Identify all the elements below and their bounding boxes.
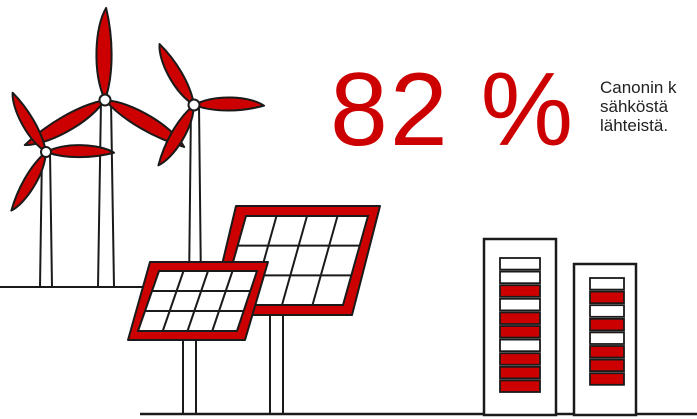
- battery-cell: [589, 304, 625, 318]
- battery-tower-icon: [482, 237, 558, 417]
- battery-cell: [589, 277, 625, 291]
- turbine-blade: [193, 96, 266, 112]
- battery-cell: [499, 297, 541, 312]
- panel-grid-line: [161, 270, 185, 332]
- turbine-blade: [104, 99, 186, 148]
- battery-cell: [499, 270, 541, 285]
- caption-line: sähköstä: [600, 97, 669, 116]
- solar-panel-icon: [127, 261, 269, 414]
- battery-cell: [499, 284, 541, 298]
- turbine-blade: [158, 43, 195, 106]
- battery-cell: [589, 317, 625, 332]
- battery-cell: [589, 331, 625, 345]
- panel-grid-line: [311, 215, 339, 306]
- panel-grid-line: [186, 270, 209, 332]
- turbine-blade: [45, 144, 116, 159]
- battery-cell: [499, 365, 541, 380]
- battery-cell: [499, 325, 541, 339]
- battery-cell: [499, 352, 541, 366]
- statistic-value: 82 %: [330, 52, 576, 168]
- battery-cell: [499, 311, 541, 325]
- battery-cell: [589, 358, 625, 373]
- turbine-blade: [23, 99, 106, 147]
- turbine-blade: [95, 6, 113, 101]
- battery-tower-icon: [572, 262, 638, 417]
- turbine-blade: [11, 91, 47, 153]
- wind-turbine-icon: [10, 91, 116, 288]
- battery-cell: [499, 257, 541, 271]
- panel-grid-line: [211, 270, 234, 332]
- battery-cell: [589, 290, 625, 305]
- statistic-caption: Canonin k sähköstä lähteistä.: [600, 78, 677, 135]
- caption-line: lähteistä.: [600, 116, 669, 135]
- battery-cell: [589, 372, 625, 386]
- battery-cell: [589, 345, 625, 359]
- battery-cell: [499, 379, 541, 393]
- battery-cell: [499, 338, 541, 353]
- turbine-blade: [157, 104, 195, 167]
- turbine-blade: [10, 151, 47, 212]
- caption-line: Canonin k: [600, 78, 677, 97]
- panel-grid-line: [281, 215, 308, 306]
